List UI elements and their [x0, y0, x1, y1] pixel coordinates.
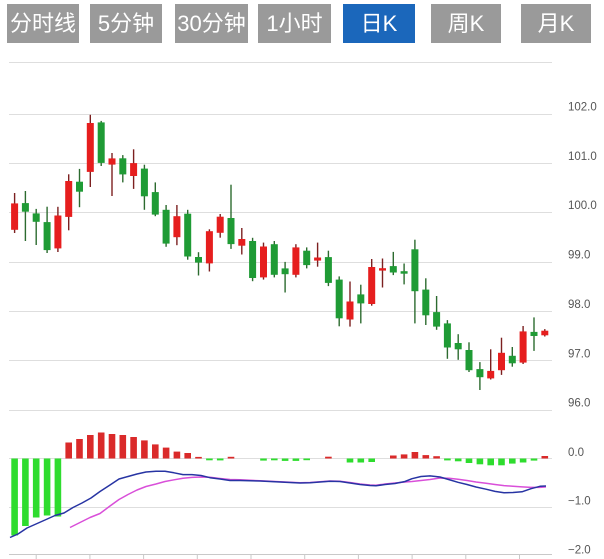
svg-text:99.0: 99.0: [568, 250, 590, 262]
svg-text:96.0: 96.0: [568, 398, 590, 410]
svg-text:−2.0: −2.0: [568, 544, 591, 556]
svg-text:98.0: 98.0: [568, 299, 590, 311]
svg-text:0.0: 0.0: [568, 447, 584, 459]
svg-text:101.0: 101.0: [568, 151, 597, 163]
svg-text:97.0: 97.0: [568, 348, 590, 360]
svg-text:102.0: 102.0: [568, 102, 597, 114]
svg-text:100.0: 100.0: [568, 200, 597, 212]
svg-text:−1.0: −1.0: [568, 496, 591, 508]
